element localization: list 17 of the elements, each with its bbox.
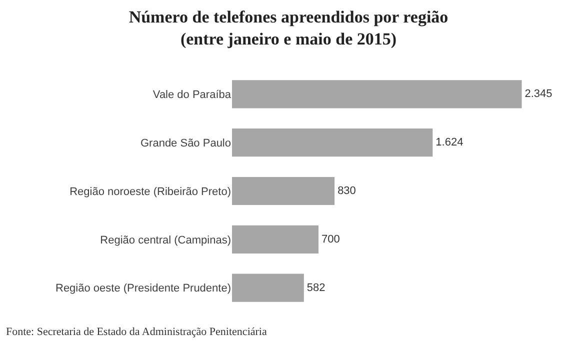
y-tick-label: Região oeste (Presidente Prudente) [56, 282, 231, 295]
data-label: 2.345 [524, 88, 552, 100]
data-label: 830 [338, 185, 356, 197]
y-tick-label: Grande São Paulo [140, 137, 231, 150]
source-note: Fonte: Secretaria de Estado da Administração Penitenciária [6, 326, 267, 338]
bar [232, 274, 304, 302]
y-tick-label: Região noroeste (Ribeirão Preto) [70, 186, 231, 198]
data-label: 582 [306, 282, 326, 294]
chart-title: Número de telefones apreendidos por região (entre janeiro e maio de 2015) [128, 7, 448, 49]
data-label: 1.624 [436, 136, 464, 149]
bar [232, 80, 522, 108]
y-tick-label: Vale do Paraíba [152, 89, 232, 102]
bar [232, 176, 335, 206]
y-tick-label: Região central (Campinas) [100, 234, 231, 246]
data-label: 700 [321, 233, 340, 246]
bar [232, 128, 433, 157]
bar [232, 225, 318, 254]
